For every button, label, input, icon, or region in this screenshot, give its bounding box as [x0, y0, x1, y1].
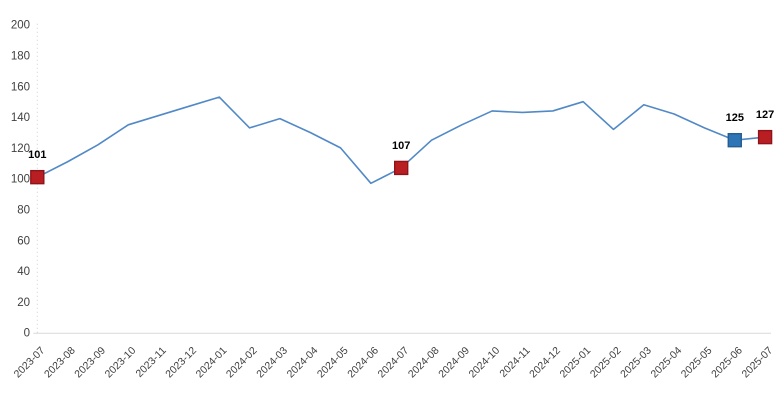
x-axis-tick-label: 2024-01 [194, 345, 230, 381]
y-axis-tick-label: 160 [11, 81, 30, 93]
y-axis-tick-label: 180 [11, 51, 30, 63]
x-axis-tick-label: 2025-02 [588, 345, 624, 381]
data-point-label: 107 [392, 140, 410, 152]
x-axis-tick-label: 2025-03 [618, 345, 654, 381]
x-axis-tick-label: 2023-08 [42, 345, 78, 381]
data-point-marker [30, 169, 45, 185]
x-axis-tick-label: 2025-07 [739, 345, 775, 381]
y-axis-tick-label: 100 [11, 174, 30, 186]
x-axis-tick-label: 2024-07 [376, 345, 412, 381]
x-axis-tick-label: 2023-11 [134, 345, 169, 380]
x-axis-tick-label: 2024-12 [527, 345, 563, 381]
x-axis-tick-label: 2024-09 [436, 345, 472, 381]
y-axis-tick-label: 40 [17, 266, 30, 278]
x-axis-tick-label: 2023-07 [12, 345, 48, 381]
x-axis-tick-label: 2023-09 [72, 345, 108, 381]
y-axis-tick-label: 20 [17, 297, 30, 309]
x-axis-tick-label: 2024-04 [285, 345, 321, 381]
x-axis-tick-label: 2024-06 [345, 345, 381, 381]
x-axis-tick-label: 2025-01 [558, 345, 594, 381]
x-axis-tick-label: 2024-05 [315, 345, 351, 381]
y-axis-tick-label: 60 [17, 235, 30, 247]
x-axis-tick-label: 2024-08 [406, 345, 442, 381]
x-axis-tick-label: 2023-10 [103, 345, 139, 381]
x-axis-tick-label: 2024-10 [467, 345, 503, 381]
data-point-label: 127 [756, 109, 774, 121]
x-axis-tick-label: 2024-02 [224, 345, 260, 381]
data-point-marker [757, 129, 773, 145]
x-axis-tick-label: 2024-11 [497, 345, 532, 380]
y-axis-tick-label: 200 [11, 20, 30, 32]
data-point-label: 125 [726, 112, 744, 124]
data-point-marker [394, 160, 409, 176]
x-axis-tick-label: 2023-12 [163, 345, 199, 381]
y-axis-tick-label: 120 [11, 143, 30, 155]
x-axis-tick-label: 2025-04 [649, 345, 685, 381]
y-axis-tick-label: 80 [17, 205, 30, 217]
x-axis-tick-label: 2024-03 [254, 345, 290, 381]
x-axis-tick-label: 2025-06 [709, 345, 745, 381]
y-axis-tick-label: 0 [24, 328, 30, 340]
x-axis-tick-label: 2025-05 [679, 345, 715, 381]
data-point-label: 101 [28, 149, 46, 161]
data-point-marker [727, 132, 742, 148]
y-axis-tick-label: 140 [11, 112, 30, 124]
